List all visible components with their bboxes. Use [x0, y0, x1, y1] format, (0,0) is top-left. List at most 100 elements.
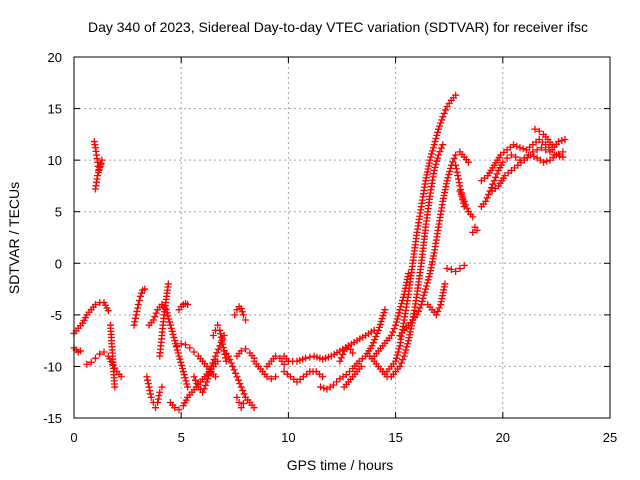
data-point: [87, 358, 95, 366]
y-tick-label: -5: [50, 308, 62, 323]
data-point: [168, 327, 176, 335]
data-point: [381, 306, 389, 314]
axis-ticks: 0 5 10 15 20 25 -15 -10 -5 0 5 10 15 20: [43, 50, 617, 445]
data-point: [434, 125, 442, 133]
data-point: [342, 371, 350, 379]
data-point: [206, 366, 214, 374]
data-point: [130, 321, 138, 329]
data-point: [344, 342, 352, 350]
data-point: [173, 342, 181, 350]
data-point: [333, 378, 341, 386]
data-point: [217, 333, 225, 341]
series-arc-c: [83, 348, 125, 381]
data-point: [394, 312, 402, 320]
series-arc-ah: [469, 223, 481, 236]
data-point: [483, 194, 491, 202]
data-point: [437, 144, 445, 152]
data-point: [559, 153, 567, 161]
data-point: [469, 213, 477, 221]
data-point: [250, 404, 258, 412]
data-point: [419, 294, 427, 302]
series-arc-t: [263, 352, 288, 370]
y-tick-label: -15: [43, 411, 62, 426]
data-point: [390, 325, 398, 333]
data-point: [240, 390, 248, 398]
data-point: [533, 146, 541, 154]
data-point: [205, 372, 213, 380]
data-point: [83, 360, 91, 368]
y-tick-label: 15: [48, 102, 62, 117]
series-arc-ak: [488, 151, 567, 195]
data-point: [201, 381, 209, 389]
series-arc-w: [317, 306, 389, 393]
data-point: [175, 352, 183, 360]
data-point: [155, 392, 163, 400]
data-point: [329, 381, 337, 389]
data-point: [164, 312, 172, 320]
series-arc-y: [340, 362, 365, 391]
data-point: [393, 315, 401, 323]
data-point: [149, 316, 157, 324]
data-point: [485, 191, 493, 199]
data-point: [237, 305, 245, 313]
data-point: [393, 351, 401, 359]
x-tick-label: 0: [70, 430, 77, 445]
data-point: [373, 329, 381, 337]
data-point: [181, 341, 189, 349]
data-point: [434, 151, 442, 159]
data-point: [452, 151, 460, 159]
data-point: [425, 273, 433, 281]
data-point: [143, 373, 151, 381]
data-point: [492, 173, 500, 181]
data-point: [558, 137, 566, 145]
data-point: [450, 154, 458, 162]
data-point: [440, 109, 448, 117]
data-points: [70, 91, 569, 414]
data-point: [242, 316, 250, 324]
data-point: [242, 345, 250, 353]
data-point: [216, 326, 224, 334]
data-point: [169, 330, 177, 338]
data-point: [516, 144, 524, 152]
data-point: [438, 116, 446, 124]
data-point: [432, 311, 440, 319]
data-point: [280, 360, 288, 368]
data-point: [397, 359, 405, 367]
data-point: [209, 359, 217, 367]
data-point: [230, 366, 238, 374]
data-point: [556, 152, 564, 160]
data-point: [171, 404, 179, 412]
data-point: [413, 311, 421, 319]
data-point: [138, 289, 146, 297]
series-arc-ae: [443, 261, 468, 276]
data-point: [181, 374, 189, 382]
data-point: [237, 347, 245, 355]
data-point: [402, 346, 410, 354]
data-point: [306, 353, 314, 361]
data-point: [418, 297, 426, 305]
data-point: [199, 388, 207, 396]
data-point: [136, 292, 144, 300]
data-point: [267, 375, 275, 383]
data-point: [237, 383, 245, 391]
data-point: [399, 356, 407, 364]
data-point: [239, 386, 247, 394]
data-point: [447, 265, 455, 273]
data-point: [431, 163, 439, 171]
data-point: [430, 166, 438, 174]
data-point: [417, 301, 425, 309]
data-point: [174, 349, 182, 357]
data-point: [176, 355, 184, 363]
data-point: [219, 344, 227, 352]
data-point: [493, 170, 501, 178]
series-arc-q: [233, 393, 247, 412]
data-point: [131, 314, 139, 322]
data-point: [444, 174, 452, 182]
data-point: [513, 142, 521, 150]
data-point: [224, 352, 232, 360]
data-point: [561, 136, 569, 144]
data-point: [171, 337, 179, 345]
data-point: [414, 307, 422, 315]
data-point: [445, 171, 453, 179]
data-point: [213, 349, 221, 357]
